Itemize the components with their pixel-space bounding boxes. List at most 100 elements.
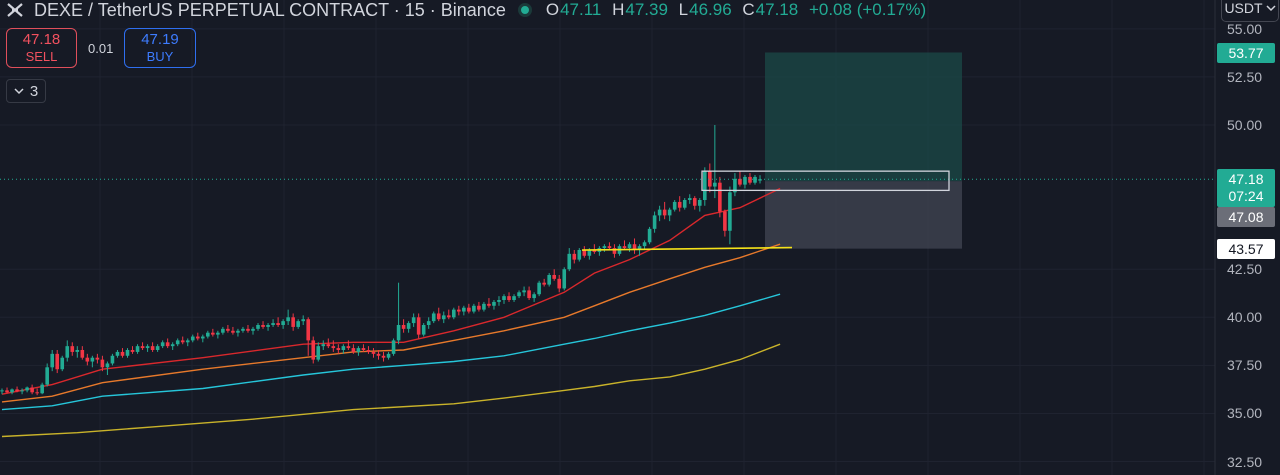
candle-body xyxy=(266,325,270,327)
candle-body xyxy=(160,342,165,347)
moving-average-line-2 xyxy=(1,243,781,403)
currency-selector[interactable]: USDT xyxy=(1221,0,1279,22)
candle-body xyxy=(672,201,677,210)
candle-body xyxy=(497,300,501,302)
candle xyxy=(25,386,29,393)
candle-body xyxy=(677,201,682,208)
candle-body xyxy=(276,323,280,325)
candle xyxy=(115,350,120,358)
buy-button[interactable]: 47.19 BUY xyxy=(124,28,196,68)
candle-body xyxy=(748,176,752,183)
candle xyxy=(657,205,662,222)
candle xyxy=(271,319,275,327)
candle xyxy=(472,303,476,314)
candle xyxy=(236,328,240,337)
moving-average-line-3 xyxy=(1,293,781,411)
candle-body xyxy=(522,290,526,293)
target-zone xyxy=(765,52,962,182)
candle xyxy=(426,317,431,329)
candle xyxy=(371,348,376,358)
candle xyxy=(276,317,280,327)
candle xyxy=(100,355,105,372)
candle xyxy=(577,248,582,262)
candle-body xyxy=(547,275,551,285)
candle-body xyxy=(180,340,185,343)
candle xyxy=(40,382,44,395)
target-price-tag: 53.77 xyxy=(1217,42,1275,63)
candle-body xyxy=(708,171,712,187)
indicators-toggle-button[interactable]: 3 xyxy=(6,79,46,103)
entry-price-tag: 47.08 xyxy=(1217,207,1275,228)
candle-body xyxy=(446,315,451,318)
candle-body xyxy=(527,290,531,299)
candle-body xyxy=(542,282,546,285)
candle-body xyxy=(416,317,421,335)
candle-body xyxy=(236,330,240,333)
candle xyxy=(738,171,742,187)
candle-body xyxy=(492,301,496,306)
candle xyxy=(733,173,737,197)
candle-body xyxy=(55,353,60,370)
candle xyxy=(446,309,451,320)
candle xyxy=(306,317,311,356)
candle xyxy=(411,313,416,327)
price-tick-label: 40.00 xyxy=(1227,309,1263,326)
symbol-title[interactable]: DEXE / TetherUS PERPETUAL CONTRACT · 15 … xyxy=(34,0,506,20)
candle xyxy=(90,355,95,368)
candle xyxy=(180,336,185,345)
candle xyxy=(753,175,757,185)
candle xyxy=(557,275,562,293)
candle-body xyxy=(642,242,647,247)
candle xyxy=(125,348,130,358)
price-tick-label: 32.50 xyxy=(1227,453,1263,470)
candle-body xyxy=(5,390,9,393)
candle xyxy=(672,200,677,212)
candle-body xyxy=(30,387,34,393)
candle xyxy=(251,326,255,335)
moving-average-line-4 xyxy=(1,343,781,438)
candle-body xyxy=(366,350,371,352)
sell-button[interactable]: 47.18 SELL xyxy=(6,28,77,68)
candle xyxy=(522,286,526,297)
candle xyxy=(140,342,145,350)
candle-body xyxy=(80,350,85,358)
candle xyxy=(547,273,551,287)
candle xyxy=(366,346,371,354)
candle xyxy=(195,332,200,341)
currency-label: USDT xyxy=(1224,0,1263,16)
market-status-icon[interactable] xyxy=(517,3,532,17)
candle xyxy=(351,344,356,354)
price-tick-label: 37.50 xyxy=(1227,357,1263,374)
candle xyxy=(160,340,165,349)
candle xyxy=(376,350,381,360)
price-tick-label: 52.50 xyxy=(1227,68,1263,85)
candle-body xyxy=(296,321,300,327)
candle xyxy=(507,292,511,302)
chevron-down-icon xyxy=(14,87,24,94)
candle-body xyxy=(401,325,406,329)
candle xyxy=(406,321,411,333)
candle xyxy=(145,344,150,352)
candle-body xyxy=(371,351,376,354)
candle-body xyxy=(50,353,54,368)
candle-body xyxy=(10,389,14,393)
candle-body xyxy=(587,250,592,256)
candle xyxy=(130,346,135,354)
candle xyxy=(216,330,220,339)
candle-body xyxy=(632,244,637,250)
candle xyxy=(361,344,366,352)
candle-body xyxy=(457,309,461,312)
candle xyxy=(341,344,346,354)
close-label: C xyxy=(742,0,755,19)
candle xyxy=(462,305,466,316)
candle-body xyxy=(743,176,747,185)
high-label: H xyxy=(612,0,625,19)
last-price-tag: 47.18 07:24 xyxy=(1217,169,1275,208)
candle-body xyxy=(140,346,145,349)
high-value: 47.39 xyxy=(625,0,668,19)
candle-body xyxy=(271,323,275,325)
candle xyxy=(652,211,657,233)
candle-body xyxy=(512,296,516,300)
candle xyxy=(391,338,396,356)
